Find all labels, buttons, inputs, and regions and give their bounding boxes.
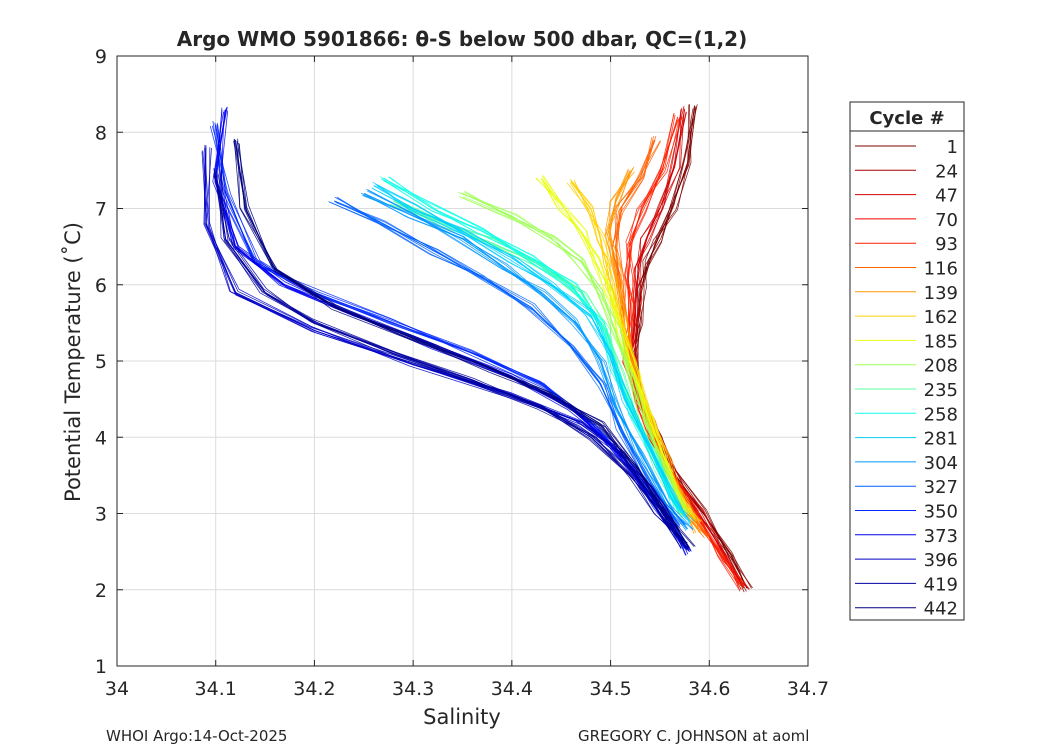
legend-label: 327 [924,477,958,498]
series-line-variant [335,202,680,528]
series-line-variant [363,195,687,532]
footer-attribution: GREGORY C. JOHNSON at aoml [578,727,809,745]
legend-label: 47 [935,186,958,207]
legend-label: 350 [924,502,958,523]
y-tick-label: 3 [95,504,107,526]
legend-label: 93 [935,234,958,255]
legend: Cycle # 1 24 47 70 93 116 139 162 185 208 235 258 28… [849,101,965,621]
legend-label: 373 [924,526,958,547]
legend-entries: 1 24 47 70 93 116 139 162 185 208 235 258 281 304 327 3… [855,137,958,620]
x-tick-label: 34.1 [195,678,237,700]
series-line-variant [367,190,689,526]
legend-label: 281 [924,429,958,450]
series-line-variant [542,175,685,513]
legend-label: 304 [924,453,958,474]
series-line-variant [389,176,673,509]
series-line-variant [458,196,687,514]
series-layer [201,104,753,593]
series-line-variant [376,185,687,521]
footer-date: WHOI Argo:14-Oct-2025 [106,727,287,745]
x-tick-label: 34.7 [787,678,829,700]
series-line-variant [376,184,694,521]
series-line-variant [540,178,685,512]
y-tick-label: 5 [95,351,107,373]
y-tick-label: 7 [95,199,107,221]
y-tick-label: 1 [95,656,107,678]
legend-label: 208 [924,356,958,377]
series-line-variant [634,109,744,588]
series-line-variant [233,139,689,549]
x-axis-label: Salinity [423,705,501,729]
series-line-variant [221,169,685,543]
series-line-variant [217,173,682,549]
series-line-variant [460,196,685,517]
y-tick-label: 4 [95,427,107,449]
legend-label: 396 [924,550,958,571]
legend-label: 116 [924,259,958,280]
chart-title: Argo WMO 5901866: θ-S below 500 dbar, QC… [177,27,747,51]
series-line-variant [238,143,690,552]
legend-label: 419 [924,574,958,595]
y-tick-label: 8 [95,122,107,144]
series-line-variant [367,189,686,526]
series-line-variant [336,196,677,522]
x-tick-label: 34.2 [293,678,335,700]
legend-box [849,101,965,621]
x-tick-label: 34 [105,678,129,700]
y-tick-label: 2 [95,580,107,602]
x-tick-label: 34.5 [589,678,631,700]
legend-label: 162 [924,307,958,328]
series-line-variant [366,189,685,526]
series-line-variant [611,136,705,534]
x-tick-label: 34.3 [392,678,434,700]
x-tick-label: 34.4 [491,678,533,700]
legend-label: 185 [924,331,958,352]
series-line-variant [464,190,683,512]
series-line-variant [213,168,686,543]
y-axis-label: Potential Temperature (˚C) [61,222,85,502]
series-line-variant [219,169,688,544]
legend-label: 24 [935,161,958,182]
series-line-variant [337,197,677,522]
legend-label: 1 [947,137,958,158]
legend-label: 258 [924,404,958,425]
legend-label: 70 [935,210,958,231]
legend-label: 235 [924,380,958,401]
y-tick-label: 6 [95,275,107,297]
legend-label: 139 [924,283,958,304]
legend-label: 442 [924,599,958,620]
series-line-variant [604,166,697,530]
x-tick-label: 34.6 [688,678,730,700]
y-tick-label: 9 [95,46,107,68]
legend-title: Cycle # [869,108,944,129]
series-line-variant [634,107,742,590]
series-line-variant [334,196,678,524]
